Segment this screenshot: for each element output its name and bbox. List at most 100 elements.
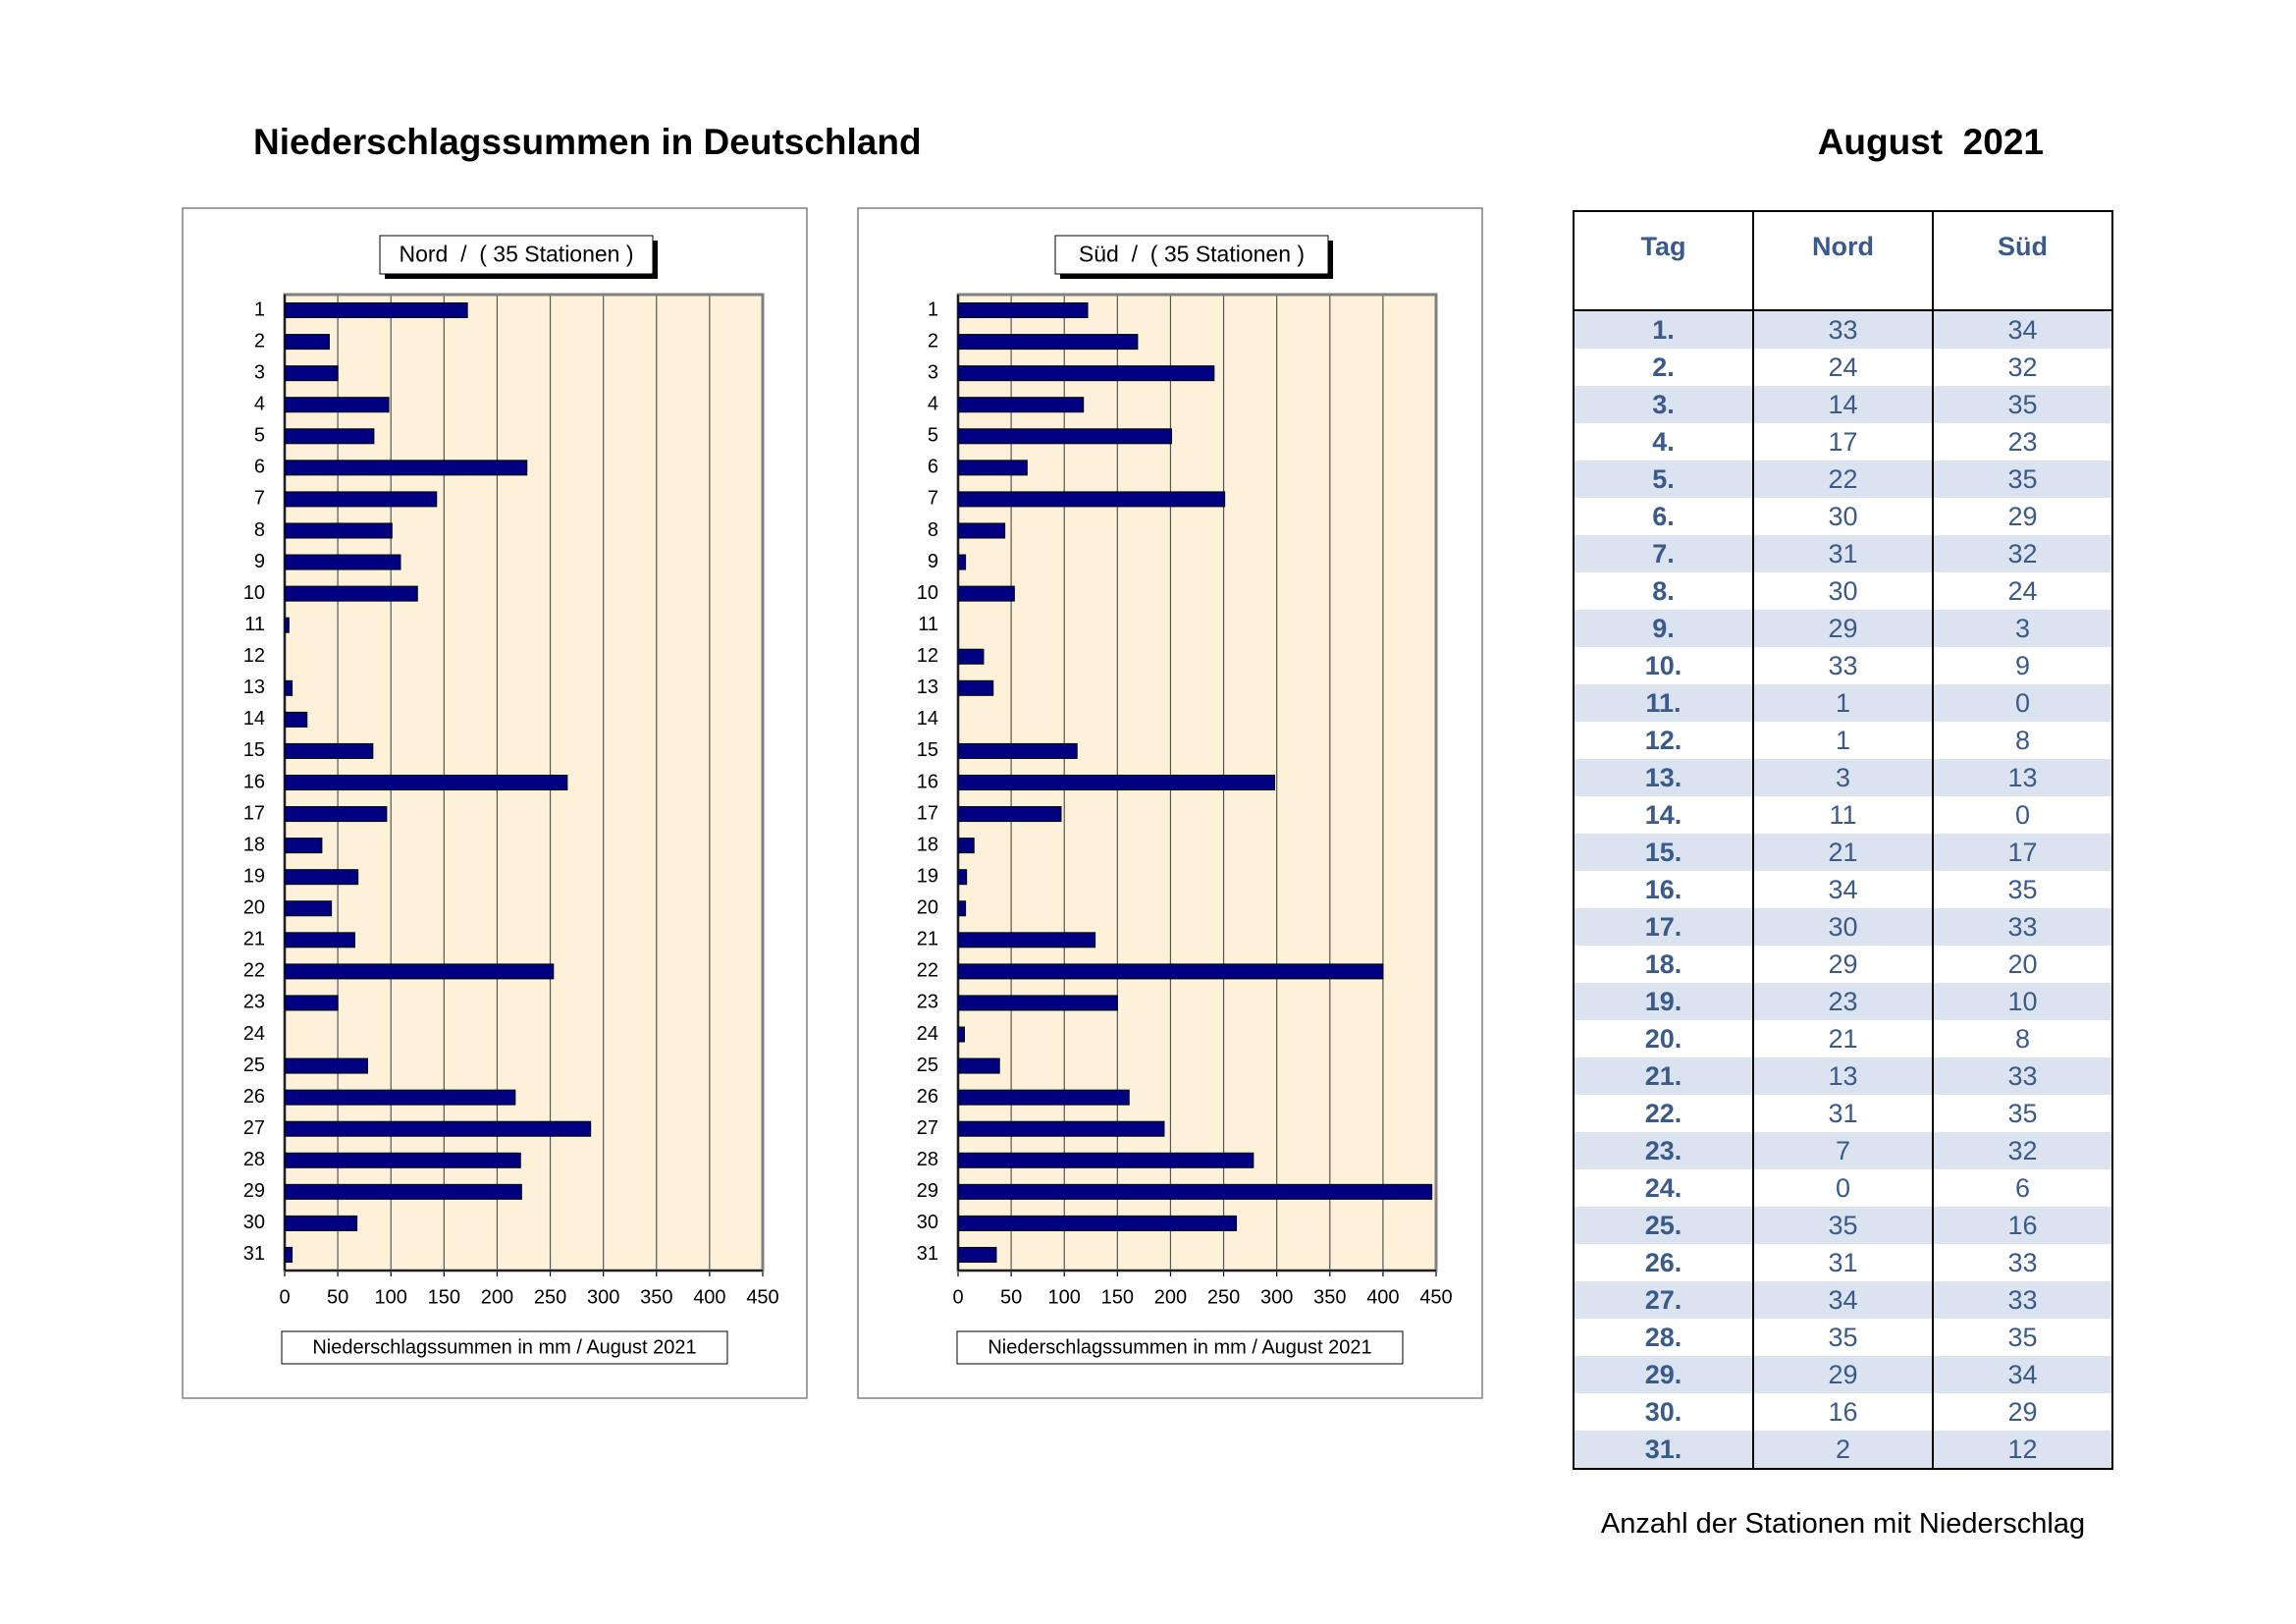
count-cell: 0 <box>1932 684 2112 722</box>
count-cell: 8 <box>1932 722 2112 759</box>
bar <box>284 334 330 351</box>
table-row: 30. 16 29 <box>1573 1393 2112 1431</box>
x-tick-label: 350 <box>1313 1286 1346 1308</box>
day-cell: 13. <box>1573 759 1753 796</box>
x-tick-label: 100 <box>375 1286 407 1308</box>
y-tick-label: 9 <box>254 551 265 572</box>
count-cell: 35 <box>1752 1207 1933 1244</box>
x-tick-label: 150 <box>428 1286 460 1308</box>
table-row: 23. 7 32 <box>1573 1132 2112 1169</box>
station-table: Tag Nord Süd 1. 33 34 2. 24 32 3. 14 35 4. 17 23 5. 22 35… <box>1573 210 2113 1470</box>
y-tick-label: 20 <box>243 897 265 919</box>
y-tick-label: 29 <box>917 1180 938 1202</box>
day-cell: 10. <box>1573 647 1753 684</box>
day-cell: 21. <box>1573 1057 1753 1095</box>
table-row: 11. 1 0 <box>1573 684 2112 722</box>
bar <box>284 428 375 445</box>
y-tick-label: 1 <box>254 298 265 320</box>
table-row: 10. 33 9 <box>1573 647 2112 684</box>
bar <box>957 1246 997 1263</box>
bar <box>957 1215 1238 1231</box>
count-cell: 35 <box>1932 1095 2112 1132</box>
bar <box>284 397 390 413</box>
day-cell: 1. <box>1573 310 1753 349</box>
count-cell: 12 <box>1932 1431 2112 1469</box>
day-cell: 3. <box>1573 386 1753 423</box>
legend-box <box>1054 235 1329 275</box>
day-cell: 8. <box>1573 572 1753 610</box>
day-cell: 15. <box>1573 834 1753 871</box>
x-tick-label: 50 <box>327 1286 348 1308</box>
y-tick-label: 26 <box>917 1086 938 1108</box>
table-caption: Anzahl der Stationen mit Niederschlag <box>1600 1508 2086 1540</box>
bar <box>284 1246 294 1263</box>
day-cell: 22. <box>1573 1095 1753 1132</box>
count-cell: 31 <box>1752 1244 1933 1281</box>
y-tick-label: 21 <box>243 929 265 950</box>
y-tick-label: 24 <box>917 1023 938 1045</box>
y-tick-label: 3 <box>254 361 265 383</box>
table-row: 18. 29 20 <box>1573 946 2112 983</box>
day-cell: 28. <box>1573 1319 1753 1356</box>
chart-title: Nord / ( 35 Stationen ) <box>399 242 633 267</box>
table-row: 19. 23 10 <box>1573 983 2112 1020</box>
bar <box>957 522 1006 539</box>
y-tick-label: 26 <box>243 1086 265 1108</box>
y-tick-label: 7 <box>928 488 938 510</box>
column-header: Nord <box>1752 211 1933 311</box>
column-header: Tag <box>1573 211 1753 311</box>
count-cell: 29 <box>1932 498 2112 535</box>
table-row: 20. 21 8 <box>1573 1020 2112 1057</box>
table-row: 7. 31 32 <box>1573 535 2112 572</box>
count-cell: 35 <box>1932 871 2112 908</box>
count-cell: 24 <box>1752 349 1933 386</box>
x-tick-label: 200 <box>1154 1286 1187 1308</box>
y-tick-label: 31 <box>917 1243 938 1265</box>
table-row: 31. 2 12 <box>1573 1431 2112 1469</box>
table-row: 12. 1 8 <box>1573 722 2112 759</box>
bar <box>284 585 418 602</box>
table-row: 28. 35 35 <box>1573 1319 2112 1356</box>
x-tick-label: 450 <box>746 1286 778 1308</box>
count-cell: 34 <box>1752 871 1933 908</box>
day-cell: 18. <box>1573 946 1753 983</box>
x-axis-label: Niederschlagssummen in mm / August 2021 <box>312 1336 696 1358</box>
day-cell: 27. <box>1573 1281 1753 1319</box>
count-cell: 32 <box>1932 535 2112 572</box>
count-cell: 2 <box>1752 1431 1933 1469</box>
y-tick-label: 21 <box>917 929 938 950</box>
count-cell: 30 <box>1752 908 1933 946</box>
count-cell: 0 <box>1932 796 2112 834</box>
bar <box>284 1057 368 1074</box>
table-row: 2. 24 32 <box>1573 349 2112 386</box>
day-cell: 23. <box>1573 1132 1753 1169</box>
count-cell: 11 <box>1752 796 1933 834</box>
count-cell: 33 <box>1752 310 1933 349</box>
bar <box>284 365 339 382</box>
count-cell: 29 <box>1752 1356 1933 1393</box>
count-cell: 34 <box>1752 1281 1933 1319</box>
y-tick-label: 4 <box>254 394 265 415</box>
x-label-box <box>281 1330 728 1365</box>
bar <box>284 932 355 948</box>
count-cell: 35 <box>1932 460 2112 498</box>
y-tick-label: 25 <box>917 1055 938 1076</box>
day-cell: 19. <box>1573 983 1753 1020</box>
y-tick-label: 15 <box>243 739 265 761</box>
count-cell: 35 <box>1932 386 2112 423</box>
count-cell: 1 <box>1752 722 1933 759</box>
bar <box>957 1026 965 1043</box>
column-header: Süd <box>1932 211 2112 311</box>
day-cell: 7. <box>1573 535 1753 572</box>
y-tick-label: 23 <box>243 992 265 1013</box>
x-tick-label: 300 <box>1260 1286 1293 1308</box>
count-cell: 35 <box>1932 1319 2112 1356</box>
bar <box>284 900 333 917</box>
count-cell: 1 <box>1752 684 1933 722</box>
bar <box>957 1057 1000 1074</box>
day-cell: 26. <box>1573 1244 1753 1281</box>
y-tick-label: 18 <box>917 834 938 855</box>
table-row: 14. 11 0 <box>1573 796 2112 834</box>
bar <box>957 491 1226 508</box>
bar <box>284 869 359 886</box>
